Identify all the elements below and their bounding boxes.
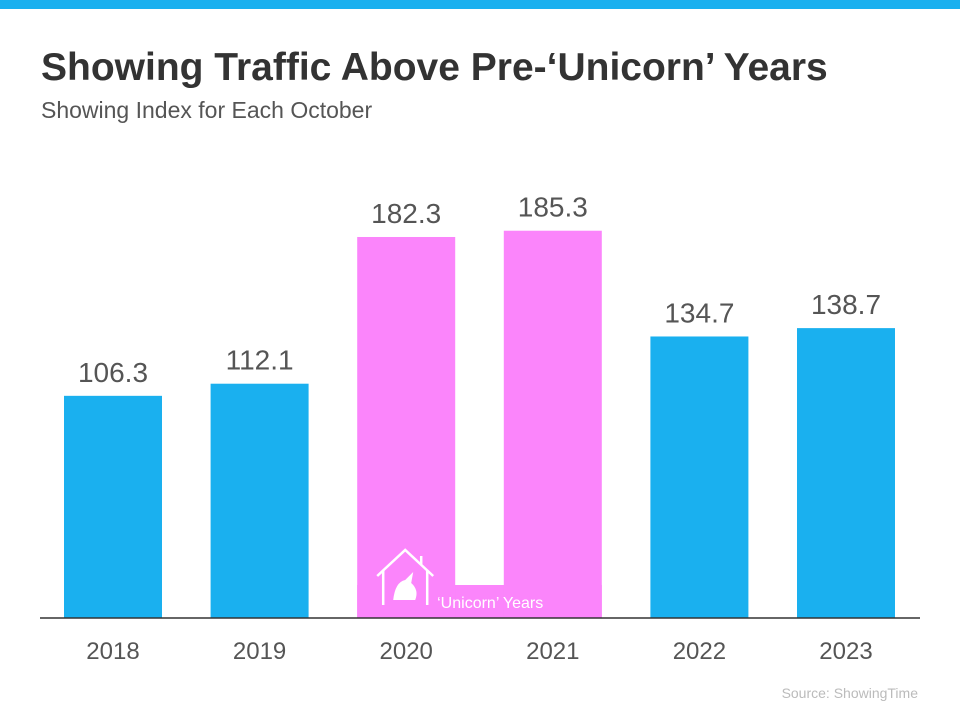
value-label: 185.3 (518, 192, 588, 223)
value-label: 182.3 (371, 198, 441, 229)
house-icon (376, 548, 435, 605)
x-tick-label: 2023 (819, 638, 872, 665)
bar (64, 395, 162, 618)
value-label: 106.3 (78, 357, 148, 388)
value-label: 134.7 (664, 297, 734, 328)
x-tick-label: 2021 (526, 638, 579, 665)
x-tick-label: 2018 (86, 638, 139, 665)
value-label: 138.7 (811, 289, 881, 320)
unicorn-icon (393, 572, 417, 600)
x-tick-label: 2020 (380, 638, 433, 665)
source: Source: ShowingTime (782, 685, 919, 701)
x-tick-label: 2022 (673, 638, 726, 665)
value-label: 112.1 (226, 345, 294, 376)
annotation: ‘Unicorn’ Years (437, 595, 543, 612)
bar (797, 328, 895, 618)
chart-subtitle: Showing Index for Each October (41, 97, 372, 123)
bar (210, 383, 309, 618)
bar (503, 230, 602, 618)
top-stripe (0, 0, 960, 9)
bar (357, 236, 456, 619)
x-tick-label: 2019 (233, 638, 286, 665)
chart-title: Showing Traffic Above Pre-‘Unicorn’ Year… (41, 46, 828, 89)
bar (650, 336, 749, 618)
